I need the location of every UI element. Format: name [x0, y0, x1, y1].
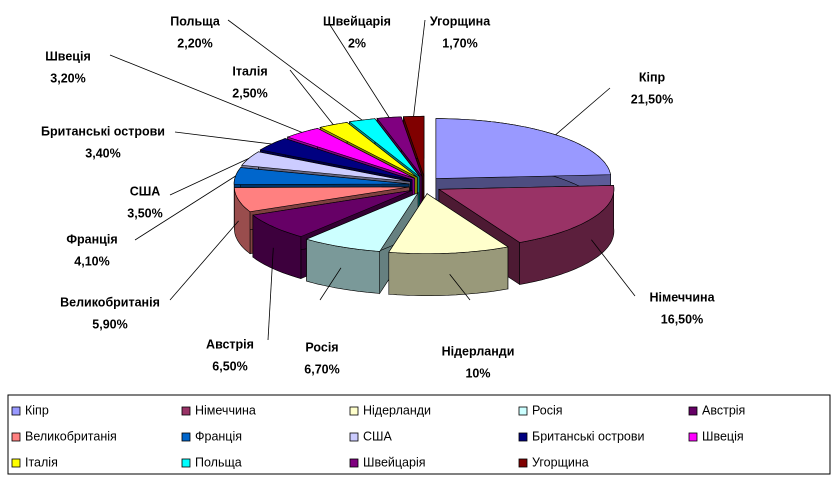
legend-swatch	[11, 432, 21, 442]
leader-line	[267, 247, 274, 341]
slice	[305, 192, 419, 252]
slice-value: 3,20%	[50, 71, 85, 85]
legend-swatch	[181, 432, 191, 442]
slice	[388, 193, 509, 254]
slice-label: Британські острови	[41, 124, 165, 138]
slice-value: 2,20%	[177, 36, 212, 50]
leader-line	[449, 273, 471, 301]
leader-line	[289, 69, 334, 125]
legend-label: Великобританія	[25, 429, 117, 443]
slice	[402, 115, 425, 177]
slice	[437, 185, 615, 243]
legend-label: Швеція	[702, 429, 744, 443]
slice-value: 3,40%	[85, 146, 120, 160]
slice-label: Австрія	[206, 337, 254, 351]
slice-value: 2%	[348, 36, 366, 50]
legend-swatch	[181, 406, 191, 416]
slice-value: 6,70%	[304, 362, 339, 376]
leader-line	[174, 131, 272, 145]
legend-label: США	[363, 429, 392, 443]
legend-label: Нідерланди	[363, 403, 431, 417]
legend-swatch	[518, 406, 528, 416]
slice	[286, 128, 415, 179]
slice-value: 6,50%	[212, 359, 247, 373]
slice-value: 1,70%	[442, 36, 477, 50]
slice-label: Німеччина	[649, 290, 715, 304]
legend-label: Кіпр	[25, 403, 49, 417]
leader-line	[169, 220, 239, 301]
slice-value: 16,50%	[661, 312, 703, 326]
slice	[234, 186, 410, 213]
leader-line	[169, 158, 250, 196]
legend-swatch	[518, 458, 528, 468]
slice-label: Польща	[170, 14, 221, 28]
legend-label: Австрія	[702, 403, 745, 417]
slice-label: США	[130, 184, 161, 198]
leader-line	[134, 175, 236, 241]
leader-line	[319, 267, 342, 301]
slice	[435, 118, 611, 179]
slice-label: Великобританія	[60, 295, 160, 309]
legend-swatch	[688, 432, 698, 442]
leader-line	[109, 54, 303, 133]
leader-line	[329, 24, 390, 118]
slice	[348, 118, 420, 177]
slice-label: Швеція	[45, 49, 90, 63]
slice-label: Італія	[232, 64, 267, 78]
legend-swatch	[11, 458, 21, 468]
slice	[252, 190, 413, 237]
legend-label: Швейцарія	[363, 455, 426, 469]
legend-label: Британські острови	[532, 429, 645, 443]
legend-label: Франція	[195, 429, 242, 443]
legend-swatch	[181, 458, 191, 468]
slice-label: Росія	[305, 340, 338, 354]
leader-line	[227, 19, 363, 121]
legend-label: Німеччина	[195, 403, 256, 417]
leader-line	[555, 87, 611, 136]
slice-value: 4,10%	[74, 254, 109, 268]
legend-label: Росія	[532, 403, 563, 417]
leader-line	[413, 19, 426, 117]
slice-value: 2,50%	[232, 86, 267, 100]
legend-label: Італія	[25, 455, 58, 469]
legend-swatch	[688, 406, 698, 416]
leader-line	[591, 239, 636, 297]
slice-label: Швейцарія	[323, 14, 391, 28]
legend-label: Польща	[195, 455, 242, 469]
slice-label: Кіпр	[639, 70, 666, 84]
slice-label: Угорщина	[430, 14, 491, 28]
slice-label: Нідерланди	[442, 344, 515, 358]
slice-value: 5,90%	[92, 317, 127, 331]
legend-swatch	[349, 406, 359, 416]
legend-label: Угорщина	[532, 455, 589, 469]
legend-swatch	[349, 432, 359, 442]
legend-swatch	[349, 458, 359, 468]
slice-value: 3,50%	[127, 206, 162, 220]
legend-swatch	[518, 432, 528, 442]
legend-swatch	[11, 406, 21, 416]
slice-value: 10%	[465, 366, 490, 380]
slice-wall	[388, 246, 509, 297]
slice-value: 21,50%	[631, 92, 673, 106]
slice-label: Франція	[66, 232, 117, 246]
